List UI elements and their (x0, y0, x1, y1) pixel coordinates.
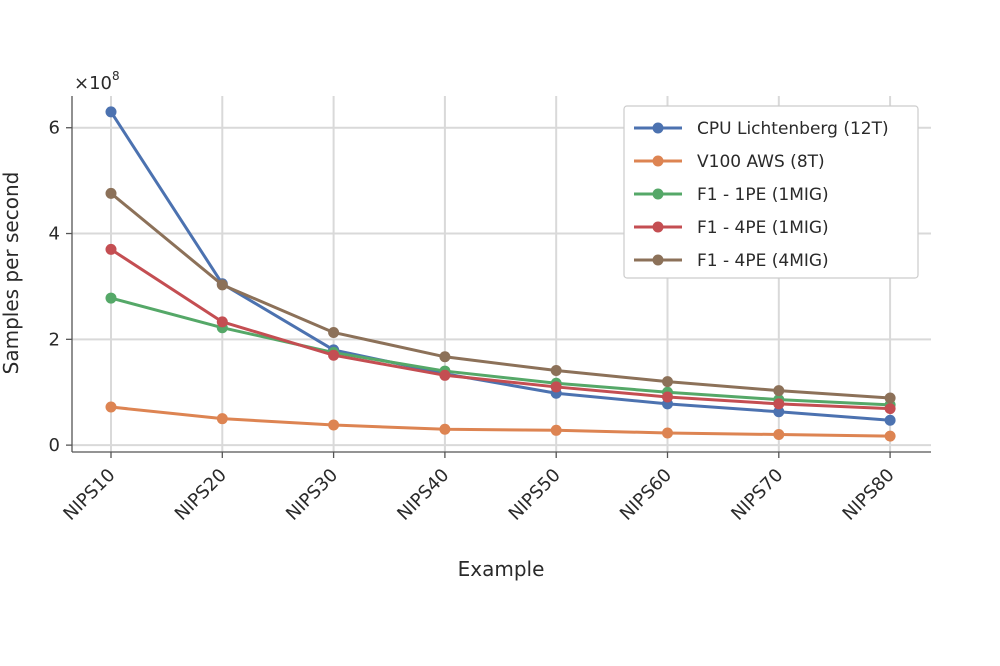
data-point (328, 419, 340, 431)
y-multiplier-base: ×10 (74, 73, 112, 94)
data-point (884, 430, 896, 442)
legend: CPU Lichtenberg (12T) V100 AWS (8T) F1 - 1… (623, 105, 919, 279)
data-point (662, 391, 673, 403)
series-group (105, 106, 896, 442)
data-point (328, 326, 340, 338)
data-point (550, 365, 562, 377)
data-point (550, 381, 562, 393)
data-point (773, 429, 785, 441)
y-tick-label: 2 (49, 329, 60, 350)
series-line (110, 405, 891, 438)
series-line (110, 296, 891, 407)
y-tick-label: 0 (49, 435, 60, 456)
legend-marker (652, 122, 664, 134)
series-f1-4pe-1mig (105, 243, 896, 415)
x-tick-label: NIPS70 (727, 465, 787, 525)
legend-label: F1 - 4PE (1MIG) (697, 218, 829, 238)
legend-marker (652, 188, 664, 200)
legend-label: F1 - 1PE (1MIG) (697, 185, 829, 205)
data-point (773, 398, 785, 410)
series-line (110, 192, 891, 400)
data-point (328, 349, 340, 361)
data-point (773, 406, 785, 418)
data-point (216, 413, 228, 425)
x-axis-label: Example (458, 557, 545, 581)
y-axis-label: Samples per second (0, 172, 23, 375)
data-point (216, 316, 228, 328)
data-point (216, 279, 228, 291)
data-point (105, 292, 117, 304)
x-axis-ticks: NIPS10 NIPS20 NIPS30 NIPS40 NIPS50 NIPS60 NIPS… (59, 452, 899, 525)
legend-marker (652, 221, 664, 233)
data-point (662, 376, 673, 388)
legend-marker (652, 254, 664, 266)
data-point (884, 392, 896, 404)
data-point (884, 414, 896, 426)
x-tick-label: NIPS80 (839, 465, 899, 525)
legend-item: CPU Lichtenberg (12T) (634, 119, 889, 139)
x-tick-label: NIPS50 (505, 465, 565, 525)
data-point (439, 351, 451, 363)
y-tick-label: 4 (49, 224, 60, 245)
x-tick-label: NIPS10 (59, 465, 119, 525)
legend-item: F1 - 4PE (4MIG) (634, 251, 829, 271)
legend-marker (652, 155, 664, 167)
data-point (105, 401, 117, 413)
x-tick-label: NIPS20 (171, 465, 231, 525)
data-point (105, 187, 117, 199)
data-point (105, 243, 117, 255)
x-tick-label: NIPS30 (282, 465, 342, 525)
data-point (550, 424, 562, 436)
y-tick-label: 6 (49, 118, 60, 139)
y-axis-ticks: 0 2 4 6 (49, 118, 72, 456)
data-point (773, 385, 785, 397)
data-point (662, 427, 673, 439)
y-multiplier-exponent: 8 (112, 69, 120, 83)
data-point (439, 369, 451, 381)
y-multiplier-label: ×108 (74, 69, 120, 94)
legend-item: F1 - 1PE (1MIG) (634, 185, 829, 205)
series-v100-aws-8t (105, 401, 896, 442)
legend-frame (623, 105, 919, 279)
legend-label: CPU Lichtenberg (12T) (697, 119, 889, 139)
series-line (110, 248, 891, 411)
x-tick-label: NIPS40 (393, 465, 453, 525)
data-point (884, 403, 896, 415)
data-point (105, 106, 117, 118)
legend-label: V100 AWS (8T) (697, 152, 825, 172)
legend-label: F1 - 4PE (4MIG) (697, 251, 829, 271)
data-point (439, 423, 451, 435)
x-tick-label: NIPS60 (616, 465, 676, 525)
series-line (109, 111, 891, 422)
legend-item: F1 - 4PE (1MIG) (634, 218, 829, 238)
legend-item: V100 AWS (8T) (634, 152, 825, 172)
series-f1-4pe-4mig (105, 187, 896, 404)
axes-spines (71, 96, 931, 453)
